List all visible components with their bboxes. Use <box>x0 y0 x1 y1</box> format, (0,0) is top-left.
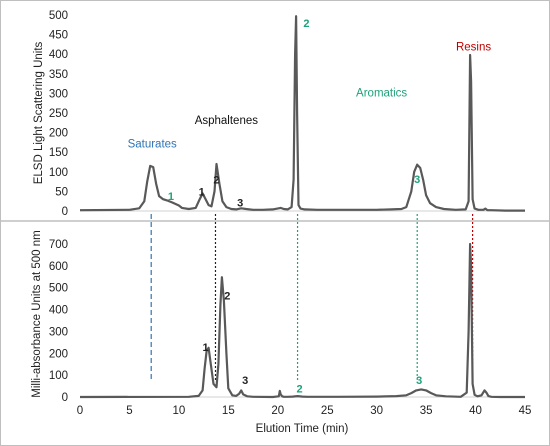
x-tick-label: 40 <box>469 405 482 417</box>
absorbance-y-axis-label: Milli-absorbance Units at 500 nm <box>31 230 43 397</box>
x-tick-label: 35 <box>420 405 433 417</box>
elsd-peak-label: 1 <box>168 191 174 203</box>
x-tick-label: 0 <box>77 405 83 417</box>
elsd-y-tick-label: 250 <box>49 108 68 120</box>
x-tick-label: 15 <box>222 405 235 417</box>
elsd-fraction-labels: Saturates Asphaltenes Aromatics Resins <box>128 41 492 150</box>
elsd-peak-label: 2 <box>213 175 219 187</box>
elsd-y-axis: 0 50 100 150 200 250 300 350 400 450 500 <box>49 10 68 218</box>
elsd-peak-label: 2 <box>303 18 309 30</box>
absorbance-x-axis: 0 5 10 15 20 25 30 35 40 45 <box>77 405 532 417</box>
x-tick-label: 5 <box>126 405 132 417</box>
absorbance-peak-label: 3 <box>242 375 248 387</box>
absorbance-peak-label: 3 <box>416 375 422 387</box>
elsd-y-tick-label: 500 <box>49 10 68 22</box>
elsd-y-tick-label: 400 <box>49 49 68 61</box>
elsd-peak-label: 3 <box>237 197 243 209</box>
absorbance-peak-label: 2 <box>224 291 230 303</box>
x-axis-label: Elution Time (min) <box>256 423 349 435</box>
absorbance-y-tick-label: 100 <box>49 370 68 382</box>
absorbance-peak-label: 2 <box>296 384 302 396</box>
absorbance-y-tick-label: 300 <box>49 326 68 338</box>
absorbance-trace-line <box>79 242 525 399</box>
fraction-label: Saturates <box>128 138 177 150</box>
x-tick-label: 20 <box>271 405 284 417</box>
elsd-y-axis-label: ELSD Light Scattering Units <box>33 41 45 184</box>
elsd-peak-label: 3 <box>414 174 420 186</box>
fraction-label: Aromatics <box>356 88 407 100</box>
absorbance-peak-labels: 1 2 3 2 3 <box>203 291 423 396</box>
elsd-y-tick-label: 50 <box>55 186 68 198</box>
elsd-y-tick-label: 200 <box>49 128 68 140</box>
elsd-y-tick-label: 0 <box>62 206 68 218</box>
elsd-trace-line <box>79 15 525 212</box>
absorbance-y-tick-label: 500 <box>49 283 68 295</box>
absorbance-y-tick-label: 700 <box>49 239 68 251</box>
absorbance-peak-label: 1 <box>203 342 209 354</box>
x-tick-label: 45 <box>519 405 532 417</box>
absorbance-y-tick-label: 400 <box>49 305 68 317</box>
absorbance-panel: 0 100 200 300 400 500 600 700 0 5 10 15 20 25 30 35 40 4… <box>31 230 531 435</box>
fraction-label: Resins <box>456 41 491 53</box>
elsd-peak-label: 1 <box>199 186 205 198</box>
elsd-y-tick-label: 300 <box>49 88 68 100</box>
x-tick-label: 30 <box>370 405 383 417</box>
x-tick-label: 25 <box>321 405 334 417</box>
fraction-label: Asphaltenes <box>195 115 259 127</box>
elsd-y-tick-label: 150 <box>49 147 68 159</box>
elsd-y-tick-label: 350 <box>49 69 68 81</box>
absorbance-y-axis: 0 100 200 300 400 500 600 700 <box>49 239 68 404</box>
elsd-y-tick-label: 450 <box>49 30 68 42</box>
absorbance-y-tick-label: 0 <box>62 392 68 404</box>
absorbance-y-tick-label: 200 <box>49 348 68 360</box>
absorbance-y-tick-label: 600 <box>49 261 68 273</box>
x-tick-label: 10 <box>172 405 185 417</box>
elsd-y-tick-label: 100 <box>49 167 68 179</box>
